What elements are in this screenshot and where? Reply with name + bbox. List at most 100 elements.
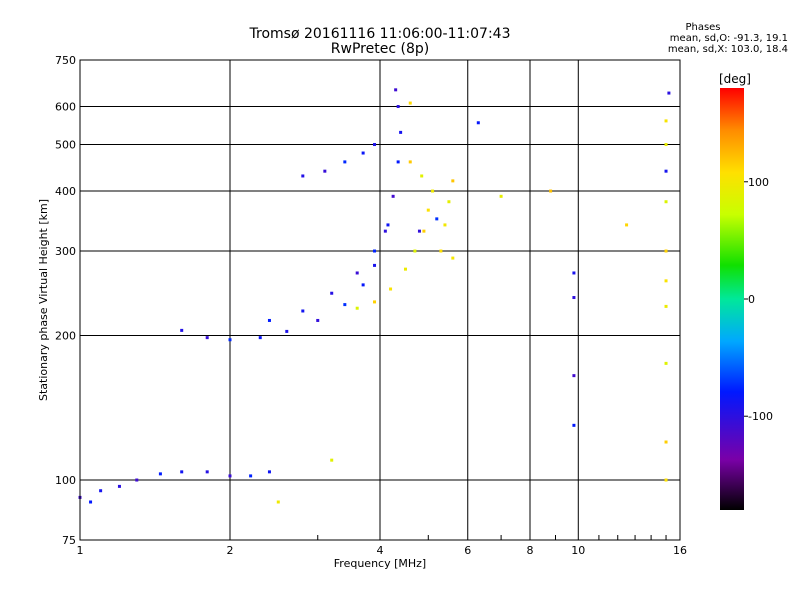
data-point-O: [301, 174, 305, 178]
y-tick-label: 75: [62, 534, 76, 547]
data-point-O: [343, 160, 347, 164]
data-point-O: [373, 263, 377, 267]
data-point-O: [383, 229, 387, 233]
x-tick-label: 2: [227, 544, 234, 557]
phase-stats: Phases mean, sd,O: -91.3, 19.1 mean, sd,…: [548, 22, 788, 55]
data-point-O: [330, 291, 334, 295]
colorbar-tick-label: 100: [748, 176, 769, 189]
data-point-O: [361, 151, 365, 155]
data-point-O: [355, 271, 359, 275]
phase-stats-title: Phases: [685, 22, 721, 33]
data-point-O: [301, 309, 305, 313]
grid-lines: [79, 59, 681, 541]
data-point-X: [389, 287, 393, 291]
data-point-X: [330, 458, 334, 462]
data-point-X: [664, 119, 668, 123]
data-point-X: [664, 304, 668, 308]
data-point-O: [285, 329, 289, 333]
x-tick-label: 1: [77, 544, 84, 557]
x-tick-label: 16: [673, 544, 687, 557]
y-tick-label: 300: [55, 245, 76, 258]
data-point-X: [403, 267, 407, 271]
data-points: [78, 88, 671, 504]
data-point-O: [99, 489, 103, 493]
data-point-X: [420, 174, 424, 178]
data-point-X: [447, 200, 451, 204]
x-tick-label: 6: [464, 544, 471, 557]
axis-ticks: 1 2 4 6 8 10 16 75 100 200 300 400 500 600 750: [55, 54, 687, 557]
data-point-X: [664, 478, 668, 482]
colorbar-tick-label: 0: [748, 293, 755, 306]
data-point-X: [451, 179, 455, 183]
data-point-O: [228, 474, 232, 478]
data-point-X: [625, 223, 629, 227]
data-point-X: [664, 361, 668, 365]
data-point-O: [572, 374, 576, 378]
data-point-X: [443, 223, 447, 227]
data-point-X: [439, 249, 443, 253]
y-tick-label: 200: [55, 330, 76, 343]
data-point-O: [267, 318, 271, 322]
data-point-O: [572, 423, 576, 427]
data-point-X: [549, 189, 553, 193]
plot-frame: [79, 59, 681, 541]
data-point-X: [422, 229, 426, 233]
data-point-X: [664, 440, 668, 444]
data-point-X: [413, 249, 417, 253]
data-point-O: [386, 223, 390, 227]
data-point-O: [476, 121, 480, 125]
data-point-X: [451, 256, 455, 260]
data-point-O: [394, 88, 398, 92]
data-point-X: [408, 101, 412, 105]
data-point-X: [664, 249, 668, 253]
data-point-O: [417, 229, 421, 233]
phase-stats-o: mean, sd,O: -91.3, 19.1: [669, 33, 788, 44]
data-point-X: [664, 279, 668, 283]
x-tick-label: 4: [377, 544, 384, 557]
data-point-X: [355, 306, 359, 310]
colorbar: [720, 88, 744, 510]
data-point-O: [180, 328, 184, 332]
data-point-O: [89, 500, 93, 504]
data-point-O: [399, 130, 403, 134]
data-point-O: [158, 472, 162, 476]
x-tick-label: 8: [527, 544, 534, 557]
data-point-X: [373, 300, 377, 304]
data-point-O: [323, 169, 327, 173]
y-tick-label: 400: [55, 185, 76, 198]
data-point-O: [205, 470, 209, 474]
data-point-O: [228, 338, 232, 342]
data-point-O: [396, 105, 400, 109]
data-point-X: [431, 189, 435, 193]
y-axis-label: Stationary phase Virtual Height [km]: [37, 199, 50, 401]
data-point-X: [408, 160, 412, 164]
colorbar-ticks: 100 0 -100: [744, 176, 773, 423]
data-point-O: [135, 478, 139, 482]
y-tick-label: 750: [55, 54, 76, 67]
data-point-O: [572, 296, 576, 300]
chart-subtitle: RwPretec (8p): [330, 41, 430, 57]
y-tick-label: 500: [55, 139, 76, 152]
data-point-O: [249, 474, 253, 478]
data-point-O: [572, 271, 576, 275]
data-point-X: [664, 200, 668, 204]
data-point-O: [117, 484, 121, 488]
data-point-O: [373, 249, 377, 253]
data-point-O: [180, 470, 184, 474]
data-point-O: [361, 283, 365, 287]
data-point-O: [435, 217, 439, 221]
colorbar-tick-label: -100: [748, 410, 773, 423]
data-point-O: [316, 318, 320, 322]
colorbar-label: [deg]: [719, 72, 751, 86]
y-tick-label: 100: [55, 474, 76, 487]
x-axis-label: Frequency [MHz]: [334, 557, 426, 570]
phase-stats-x: mean, sd,X: 103.0, 18.4: [667, 44, 788, 55]
data-point-O: [258, 336, 262, 340]
chart-title: Tromsø 20161116 11:06:00-11:07:43: [249, 26, 511, 42]
data-point-O: [667, 91, 671, 95]
data-point-O: [343, 303, 347, 307]
data-point-O: [267, 470, 271, 474]
data-point-O: [664, 169, 668, 173]
data-point-O: [205, 336, 209, 340]
